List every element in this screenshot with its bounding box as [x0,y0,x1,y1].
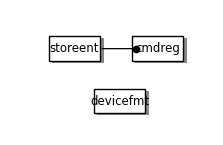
Text: devicefmt: devicefmt [90,95,149,108]
Bar [94,89,145,113]
Bar [135,38,186,63]
Text: storeent: storeent [50,42,99,55]
Bar [97,91,149,115]
Bar [52,38,103,63]
Text: cmdreg: cmdreg [135,42,180,55]
Bar [49,36,101,61]
Bar [132,36,183,61]
